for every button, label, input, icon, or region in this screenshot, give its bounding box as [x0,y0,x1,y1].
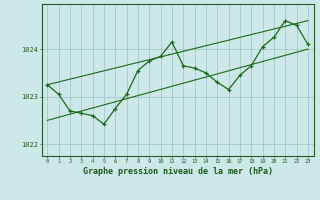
X-axis label: Graphe pression niveau de la mer (hPa): Graphe pression niveau de la mer (hPa) [83,167,273,176]
